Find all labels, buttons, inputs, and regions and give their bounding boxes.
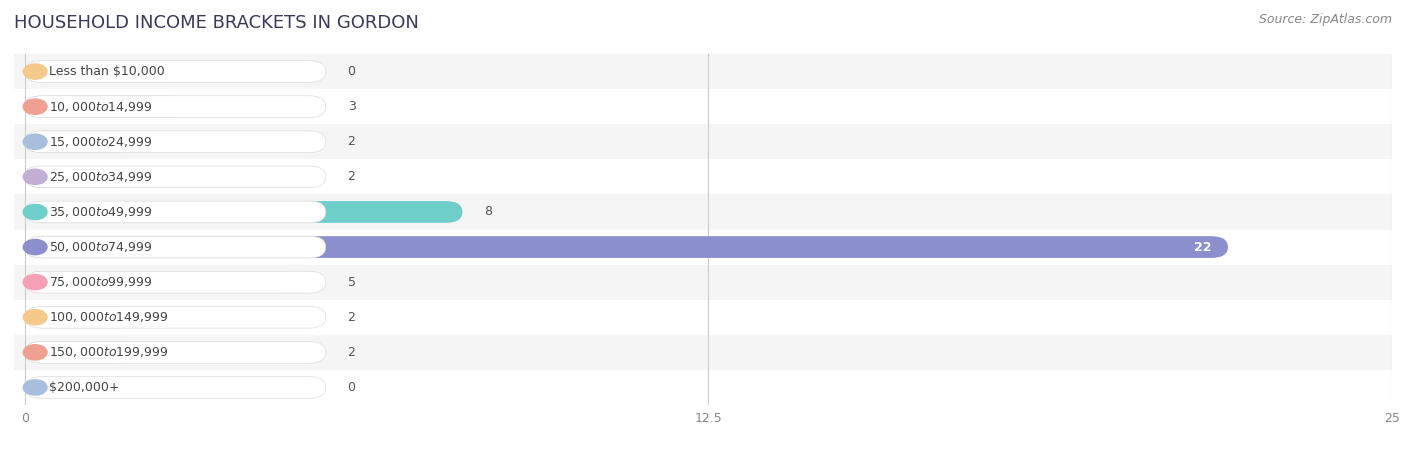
Circle shape [24, 310, 46, 325]
FancyBboxPatch shape [25, 306, 326, 328]
FancyBboxPatch shape [25, 131, 135, 153]
FancyBboxPatch shape [25, 306, 135, 328]
Text: $15,000 to $24,999: $15,000 to $24,999 [49, 135, 152, 149]
FancyBboxPatch shape [25, 236, 1227, 258]
Circle shape [24, 99, 46, 114]
Text: 0: 0 [347, 65, 356, 78]
FancyBboxPatch shape [25, 166, 326, 188]
Circle shape [24, 204, 46, 220]
Text: $50,000 to $74,999: $50,000 to $74,999 [49, 240, 152, 254]
Circle shape [24, 169, 46, 184]
Text: 8: 8 [484, 206, 492, 218]
FancyBboxPatch shape [25, 271, 298, 293]
FancyBboxPatch shape [25, 342, 135, 363]
Text: 3: 3 [347, 100, 356, 113]
Bar [14, 159, 1392, 194]
FancyBboxPatch shape [25, 342, 326, 363]
FancyBboxPatch shape [25, 377, 326, 398]
Text: 5: 5 [347, 276, 356, 288]
Bar [14, 194, 1392, 230]
Text: 2: 2 [347, 311, 356, 324]
FancyBboxPatch shape [25, 131, 326, 153]
Circle shape [24, 345, 46, 360]
Circle shape [24, 239, 46, 255]
Text: Source: ZipAtlas.com: Source: ZipAtlas.com [1258, 14, 1392, 27]
Text: 2: 2 [347, 135, 356, 148]
Bar [14, 124, 1392, 159]
Bar [14, 230, 1392, 265]
Bar [14, 370, 1392, 405]
FancyBboxPatch shape [25, 96, 326, 117]
Text: 0: 0 [347, 381, 356, 394]
Text: HOUSEHOLD INCOME BRACKETS IN GORDON: HOUSEHOLD INCOME BRACKETS IN GORDON [14, 14, 419, 32]
Circle shape [24, 64, 46, 79]
FancyBboxPatch shape [25, 61, 326, 82]
Circle shape [24, 274, 46, 290]
Text: $150,000 to $199,999: $150,000 to $199,999 [49, 345, 169, 360]
Bar [14, 54, 1392, 89]
Text: $100,000 to $149,999: $100,000 to $149,999 [49, 310, 169, 324]
Text: $200,000+: $200,000+ [49, 381, 120, 394]
FancyBboxPatch shape [25, 201, 326, 223]
Text: $35,000 to $49,999: $35,000 to $49,999 [49, 205, 152, 219]
FancyBboxPatch shape [25, 271, 326, 293]
Text: $75,000 to $99,999: $75,000 to $99,999 [49, 275, 152, 289]
Text: $10,000 to $14,999: $10,000 to $14,999 [49, 99, 152, 114]
Bar [14, 335, 1392, 370]
Bar [14, 265, 1392, 300]
FancyBboxPatch shape [25, 236, 326, 258]
Text: 2: 2 [347, 346, 356, 359]
Text: 2: 2 [347, 171, 356, 183]
Bar [14, 300, 1392, 335]
Text: 22: 22 [1194, 241, 1212, 253]
Circle shape [24, 134, 46, 149]
FancyBboxPatch shape [25, 96, 188, 117]
Text: Less than $10,000: Less than $10,000 [49, 65, 165, 78]
Bar [14, 89, 1392, 124]
FancyBboxPatch shape [25, 166, 135, 188]
Circle shape [24, 380, 46, 395]
FancyBboxPatch shape [25, 201, 463, 223]
Text: $25,000 to $34,999: $25,000 to $34,999 [49, 170, 152, 184]
